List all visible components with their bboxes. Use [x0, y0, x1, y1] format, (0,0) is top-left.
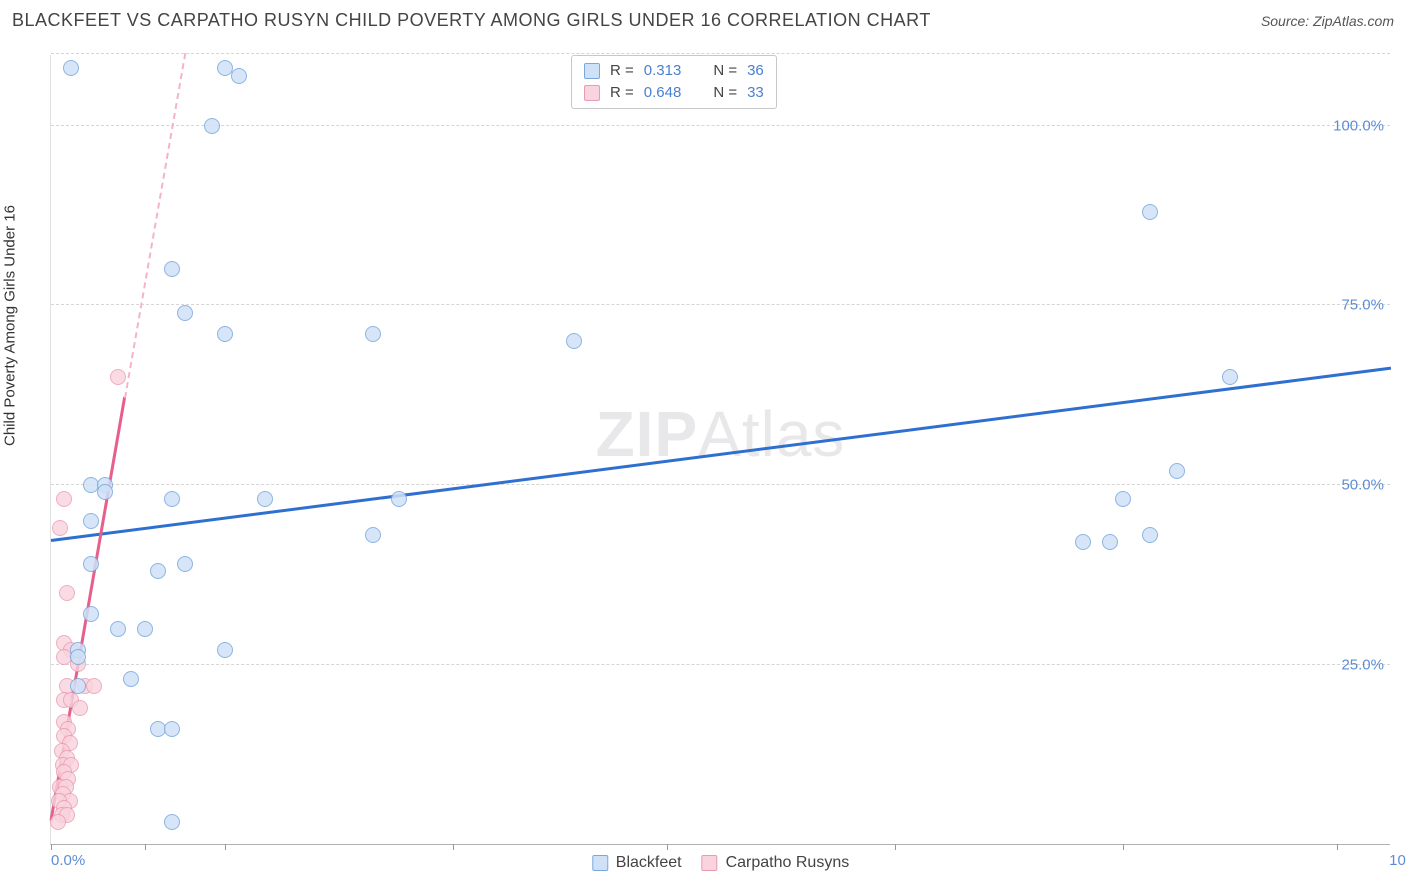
scatter-point-blackfeet — [1169, 463, 1185, 479]
x-tick — [895, 844, 896, 850]
r-label: R = — [610, 60, 634, 82]
r-value: 0.648 — [644, 82, 682, 104]
scatter-point-blackfeet — [1075, 534, 1091, 550]
x-axis-max-label: 100.0% — [1389, 852, 1406, 869]
scatter-point-blackfeet — [83, 556, 99, 572]
legend-correlation: R = 0.313 N = 36 R = 0.648 N = 33 — [571, 55, 777, 109]
scatter-point-blackfeet — [365, 326, 381, 342]
scatter-point-blackfeet — [231, 68, 247, 84]
n-label: N = — [713, 82, 737, 104]
n-value: 36 — [747, 60, 764, 82]
scatter-point-blackfeet — [150, 563, 166, 579]
scatter-point-carpatho — [86, 678, 102, 694]
scatter-point-carpatho — [56, 491, 72, 507]
scatter-point-blackfeet — [257, 491, 273, 507]
scatter-point-blackfeet — [83, 606, 99, 622]
scatter-point-blackfeet — [1222, 369, 1238, 385]
scatter-point-blackfeet — [1115, 491, 1131, 507]
trend-line — [51, 367, 1391, 542]
legend-swatch — [584, 63, 600, 79]
gridline-h — [51, 125, 1390, 126]
scatter-point-blackfeet — [70, 649, 86, 665]
legend-swatch — [592, 855, 608, 871]
legend-correlation-row: R = 0.313 N = 36 — [584, 60, 764, 82]
y-tick-label: 25.0% — [1341, 656, 1384, 673]
x-axis-min-label: 0.0% — [51, 852, 85, 869]
gridline-h — [51, 484, 1390, 485]
legend-series: Blackfeet Carpatho Rusyns — [592, 854, 849, 872]
title-bar: BLACKFEET VS CARPATHO RUSYN CHILD POVERT… — [12, 10, 1394, 31]
scatter-point-blackfeet — [1142, 527, 1158, 543]
scatter-point-blackfeet — [217, 326, 233, 342]
scatter-point-blackfeet — [63, 60, 79, 76]
x-tick — [1123, 844, 1124, 850]
scatter-point-carpatho — [72, 700, 88, 716]
y-axis-label: Child Poverty Among Girls Under 16 — [2, 205, 19, 446]
legend-series-item: Carpatho Rusyns — [702, 854, 850, 872]
n-label: N = — [713, 60, 737, 82]
scatter-point-blackfeet — [391, 491, 407, 507]
x-tick — [145, 844, 146, 850]
legend-series-label: Carpatho Rusyns — [726, 854, 850, 872]
watermark-rest: Atlas — [698, 398, 845, 470]
scatter-point-blackfeet — [1142, 204, 1158, 220]
legend-swatch — [702, 855, 718, 871]
y-tick-label: 75.0% — [1341, 297, 1384, 314]
scatter-point-carpatho — [50, 814, 66, 830]
watermark: ZIPAtlas — [596, 397, 846, 471]
scatter-point-blackfeet — [566, 333, 582, 349]
scatter-point-blackfeet — [217, 642, 233, 658]
trend-line — [124, 53, 186, 398]
scatter-point-blackfeet — [1102, 534, 1118, 550]
source-label: Source: ZipAtlas.com — [1261, 13, 1394, 29]
scatter-point-blackfeet — [164, 261, 180, 277]
scatter-point-blackfeet — [123, 671, 139, 687]
y-tick-label: 100.0% — [1333, 117, 1384, 134]
x-tick — [51, 844, 52, 850]
scatter-point-blackfeet — [137, 621, 153, 637]
legend-correlation-row: R = 0.648 N = 33 — [584, 82, 764, 104]
scatter-point-blackfeet — [110, 621, 126, 637]
x-tick — [453, 844, 454, 850]
scatter-point-blackfeet — [83, 513, 99, 529]
plot-area: ZIPAtlas R =0.313N =36R =0.648N =33 0.0%… — [50, 55, 1390, 845]
gridline-h — [51, 664, 1390, 665]
legend-series-item: Blackfeet — [592, 854, 682, 872]
scatter-point-blackfeet — [70, 678, 86, 694]
x-tick — [1337, 844, 1338, 850]
x-tick — [225, 844, 226, 850]
n-value: 33 — [747, 82, 764, 104]
x-tick — [667, 844, 668, 850]
gridline-h — [51, 304, 1390, 305]
legend-swatch — [584, 85, 600, 101]
scatter-point-blackfeet — [365, 527, 381, 543]
scatter-point-blackfeet — [177, 305, 193, 321]
scatter-point-carpatho — [110, 369, 126, 385]
scatter-point-blackfeet — [204, 118, 220, 134]
y-tick-label: 50.0% — [1341, 476, 1384, 493]
scatter-point-blackfeet — [177, 556, 193, 572]
scatter-point-carpatho — [52, 520, 68, 536]
scatter-point-blackfeet — [164, 814, 180, 830]
r-label: R = — [610, 82, 634, 104]
r-value: 0.313 — [644, 60, 682, 82]
scatter-point-blackfeet — [164, 491, 180, 507]
scatter-point-blackfeet — [97, 484, 113, 500]
scatter-point-blackfeet — [164, 721, 180, 737]
chart-title: BLACKFEET VS CARPATHO RUSYN CHILD POVERT… — [12, 10, 931, 31]
gridline-h — [51, 53, 1390, 54]
legend-series-label: Blackfeet — [616, 854, 682, 872]
scatter-point-carpatho — [59, 585, 75, 601]
